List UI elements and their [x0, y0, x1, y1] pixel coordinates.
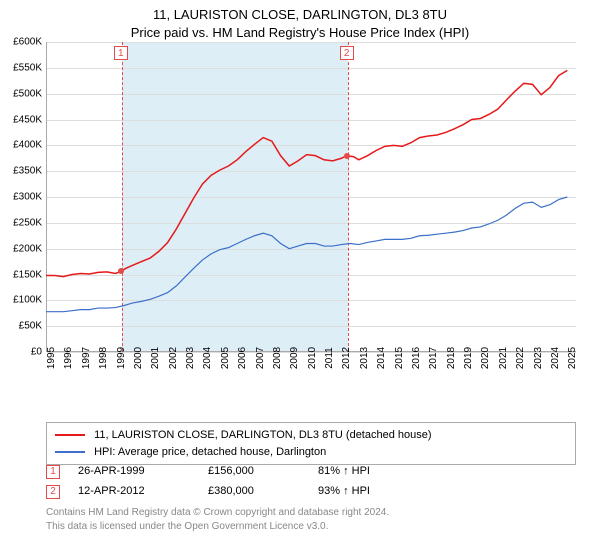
- title-line-1: 11, LAURISTON CLOSE, DARLINGTON, DL3 8TU: [0, 6, 600, 24]
- chart-lines: [0, 38, 600, 418]
- marker-row: 1 26-APR-1999£156,00081% ↑ HPI: [46, 462, 438, 482]
- marker-date: 26-APR-1999: [78, 462, 208, 482]
- legend-label-1: 11, LAURISTON CLOSE, DARLINGTON, DL3 8TU…: [94, 429, 431, 441]
- marker-row: 2 12-APR-2012£380,00093% ↑ HPI: [46, 482, 438, 502]
- marker-price: £380,000: [208, 482, 318, 502]
- marker-hpi: 93% ↑ HPI: [318, 482, 438, 502]
- chart-title: 11, LAURISTON CLOSE, DARLINGTON, DL3 8TU…: [0, 0, 600, 41]
- marker-number-box: 2: [46, 485, 60, 499]
- marker-date: 12-APR-2012: [78, 482, 208, 502]
- chart-container: 11, LAURISTON CLOSE, DARLINGTON, DL3 8TU…: [0, 0, 600, 560]
- marker-price: £156,000: [208, 462, 318, 482]
- legend: 11, LAURISTON CLOSE, DARLINGTON, DL3 8TU…: [46, 422, 576, 465]
- series-price_paid: [46, 70, 567, 276]
- legend-swatch-2: [55, 451, 85, 453]
- license-text: Contains HM Land Registry data © Crown c…: [46, 506, 389, 533]
- chart-marker-dot: [118, 268, 124, 274]
- legend-item-2: HPI: Average price, detached house, Darl…: [55, 444, 567, 461]
- chart-marker-box: 1: [114, 46, 128, 60]
- chart-marker-box: 2: [340, 46, 354, 60]
- marker-hpi: 81% ↑ HPI: [318, 462, 438, 482]
- license-line-1: Contains HM Land Registry data © Crown c…: [46, 506, 389, 520]
- chart-marker-dot: [344, 153, 350, 159]
- markers-table: 1 26-APR-1999£156,00081% ↑ HPI 2 12-APR-201…: [46, 462, 438, 502]
- chart-area: £0£50K£100K£150K£200K£250K£300K£350K£400…: [0, 38, 600, 418]
- series-hpi: [46, 197, 567, 312]
- license-line-2: This data is licensed under the Open Gov…: [46, 520, 389, 534]
- legend-swatch-1: [55, 434, 85, 436]
- marker-number-box: 1: [46, 465, 60, 479]
- legend-label-2: HPI: Average price, detached house, Darl…: [94, 446, 326, 458]
- legend-item-1: 11, LAURISTON CLOSE, DARLINGTON, DL3 8TU…: [55, 427, 567, 444]
